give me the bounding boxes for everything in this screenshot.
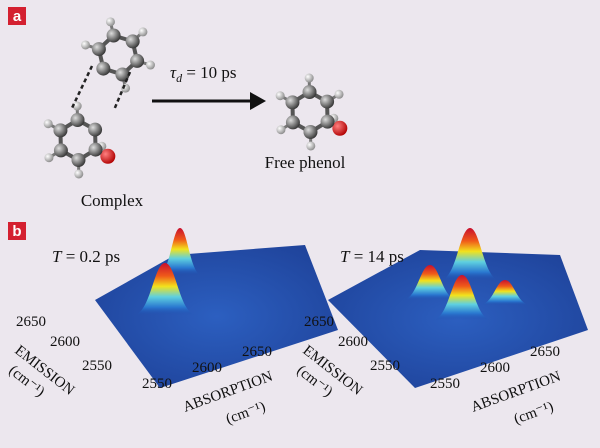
atom-c [130,53,145,68]
atom-h [306,141,316,151]
atom-h [43,119,53,129]
atom-c [96,61,111,76]
atom-h [72,101,82,111]
atom-c [320,94,335,109]
atom-c [125,34,140,49]
atom-h [44,153,54,163]
emission-tick: 2600 [338,334,368,350]
panel-label: b [12,223,21,240]
atom-c [303,124,318,139]
atom-h [275,91,285,101]
hbond [70,65,94,109]
atom-c [91,42,106,57]
absorption-tick: 2650 [242,344,272,360]
atom-c [53,143,68,158]
absorption-tick: 2600 [480,360,510,376]
atom-c [106,28,121,43]
absorption-unit: (cm⁻¹) [512,399,556,428]
emission-tick: 2650 [16,314,46,330]
panel-label-box [8,222,26,240]
peak [158,228,202,275]
peak [133,263,197,315]
peak [440,228,500,280]
absorption-unit: (cm⁻¹) [224,399,268,428]
time-label: T = 0.2 ps [52,247,120,266]
atom-c [302,85,317,100]
peak [402,265,458,300]
atom-h [276,125,286,135]
product-label: Free phenol [265,153,346,172]
atom-h [334,89,344,99]
absorption-tick: 2550 [142,376,172,392]
atom-c [70,113,85,128]
value: = 0.2 ps [61,247,120,266]
subscript: d [176,71,183,85]
peak [432,275,492,320]
emission-tick: 2650 [304,314,334,330]
molecules [43,17,348,179]
panel-label: a [13,8,22,25]
atom-c [115,67,130,82]
atom-o [332,120,348,136]
atom-c [53,123,68,138]
panel-label-box [8,7,26,25]
atom-h [138,27,148,37]
absorption-tick: 2650 [530,344,560,360]
atom-c [285,95,300,110]
peak [479,280,531,305]
emission-tick: 2550 [82,358,112,374]
atom-h [105,17,115,27]
emission-tick: 2600 [50,334,80,350]
value: = 14 ps [349,247,403,266]
time-label: T = 14 ps [340,247,404,266]
arrow-head [250,92,266,110]
absorption-tick: 2600 [192,360,222,376]
atom-c [320,114,335,129]
symbol: τ [170,63,177,82]
atom-c [88,122,103,137]
atom-c [285,115,300,130]
atom-h [304,73,314,83]
atom-h [81,40,91,50]
emission-tick: 2550 [370,358,400,374]
value: = 10 ps [182,63,236,82]
atom-c [88,142,103,157]
atom-c [71,152,86,167]
atom-o [100,148,116,164]
absorption-tick: 2550 [430,376,460,392]
symbol: T [340,247,351,266]
symbol: T [52,247,63,266]
time-constant: τd = 10 ps [170,63,237,85]
complex-label: Complex [81,191,144,210]
atom-h [74,169,84,179]
atom-h [145,60,155,70]
